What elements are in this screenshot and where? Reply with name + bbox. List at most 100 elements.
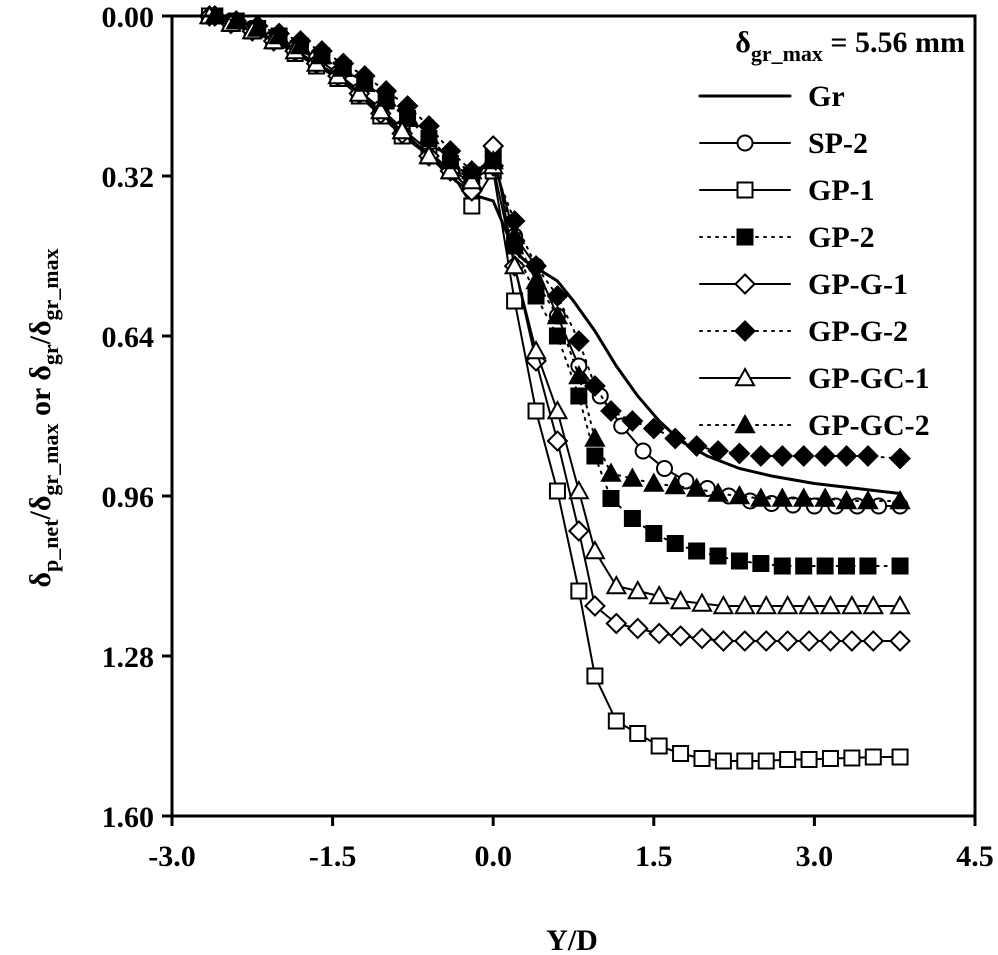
data-point-gp-g-2 — [685, 435, 708, 457]
data-point-gp-1 — [548, 482, 566, 500]
data-point-gp-gc-1 — [348, 82, 371, 102]
data-point-gp-g-2 — [771, 445, 794, 467]
data-point-gp-2 — [773, 557, 791, 575]
legend-item-gp-gc-1: GP-GC-1 — [699, 362, 930, 395]
legend-label-gp-g-2: GP-G-2 — [808, 315, 908, 348]
legend-marker-gp-g-2 — [734, 320, 756, 342]
data-point-gp-g-1 — [776, 630, 799, 652]
legend-label-gp-2: GP-2 — [808, 221, 875, 254]
data-point-gp-g-1 — [862, 630, 885, 652]
data-point-sp-2 — [656, 460, 674, 477]
data-point-gp-g-1 — [798, 630, 820, 652]
series-gp-gc-2 — [204, 4, 911, 510]
data-point-gp-gc-1 — [776, 594, 799, 615]
legend-title: δgr_max = 5.56 mm — [735, 26, 965, 66]
data-point-gp-1 — [672, 745, 690, 762]
legend-marker-gp-2 — [736, 228, 754, 246]
axes: -3.0 -1.5 0.0 1.5 3.0 4.5 0.00 0.32 0.64 0.96 1.28… — [102, 1, 994, 873]
legend-marker-gp-g-1 — [734, 273, 756, 295]
data-point-gp-gc-2 — [889, 489, 911, 510]
data-point-gp-gc-1 — [503, 254, 526, 275]
data-point-gp-gc-2 — [525, 269, 547, 290]
data-point-gp-g-2 — [567, 330, 590, 352]
x-tick-label: 1.5 — [635, 840, 673, 873]
data-point-gp-gc-2 — [814, 487, 836, 507]
data-point-gp-g-1 — [648, 622, 671, 645]
data-point-gp-2 — [730, 552, 748, 570]
data-point-gp-g-1 — [819, 630, 842, 652]
data-point-gp-gc-1 — [712, 594, 735, 615]
data-point-gp-gc-2 — [396, 104, 419, 125]
data-point-gp-2 — [795, 557, 813, 575]
data-point-gp-1 — [570, 582, 588, 600]
data-point-gp-gc-2 — [311, 44, 333, 65]
data-point-gp-gc-2 — [546, 304, 569, 325]
legend-marker-gp-gc-2 — [734, 413, 756, 434]
data-point-gp-1 — [506, 292, 524, 310]
data-point-gp-g-2 — [889, 447, 911, 470]
legend-label-gp-1: GP-1 — [808, 174, 875, 207]
legend-item-gp-1: GP-1 — [699, 174, 875, 207]
y-tick-label: 1.60 — [102, 801, 155, 834]
data-point-gp-gc-1 — [418, 144, 440, 165]
series-line-gp-g-2 — [213, 15, 902, 460]
legend: δgr_max = 5.56 mm Gr SP-2 GP-1 GP-2 GP-G-1 GP-… — [698, 26, 965, 442]
data-point-gp-2 — [709, 547, 727, 565]
data-point-gp-g-1 — [712, 630, 735, 652]
data-point-gp-1 — [586, 667, 604, 685]
legend-marker-gp-gc-1 — [734, 366, 756, 387]
data-point-gp-gc-2 — [835, 489, 858, 510]
data-point-gp-2 — [859, 557, 877, 575]
data-point-gp-g-2 — [621, 410, 644, 432]
data-point-gp-2 — [816, 557, 834, 575]
legend-label-gp-g-1: GP-G-1 — [808, 268, 908, 301]
legend-item-gp-g-2: GP-G-2 — [699, 315, 908, 348]
data-point-gp-g-1 — [840, 630, 863, 652]
legend-item-gp-2: GP-2 — [699, 221, 875, 254]
data-point-gp-gc-1 — [546, 399, 569, 420]
legend-marker-gp-1 — [736, 181, 754, 199]
data-point-gp-gc-2 — [418, 124, 440, 145]
data-point-gp-gc-2 — [707, 482, 729, 502]
data-point-gp-2 — [666, 535, 684, 552]
data-point-gp-1 — [527, 402, 545, 420]
data-point-gp-1 — [821, 750, 839, 767]
plot-area — [198, 4, 911, 770]
data-point-gp-g-1 — [669, 625, 692, 647]
y-tick-label: 0.32 — [102, 161, 155, 194]
data-point-gp-g-1 — [567, 520, 590, 542]
x-tick-label: 3.0 — [796, 840, 834, 873]
data-point-gp-gc-2 — [354, 72, 376, 92]
y-tick-label: 0.64 — [102, 321, 155, 354]
data-point-gp-g-2 — [664, 427, 687, 450]
data-point-gp-gc-1 — [627, 579, 649, 600]
data-point-gp-g-2 — [857, 445, 879, 467]
y-tick-label: 1.28 — [102, 641, 155, 674]
data-point-gp-gc-1 — [889, 594, 911, 615]
plot-frame — [170, 14, 977, 818]
data-point-gp-1 — [714, 752, 732, 770]
data-point-gp-g-2 — [835, 445, 858, 467]
data-point-gp-gc-1 — [734, 594, 756, 615]
y-tick-label: 0.00 — [102, 1, 155, 34]
data-point-gp-gc-1 — [461, 169, 483, 190]
data-point-gp-gc-2 — [268, 24, 290, 45]
data-point-gp-g-2 — [642, 417, 665, 440]
data-point-gp-2 — [688, 542, 706, 560]
data-point-gp-gc-1 — [525, 339, 547, 360]
data-point-gp-gc-1 — [691, 592, 713, 612]
series-line-gp-gc-2 — [213, 15, 902, 502]
data-point-gp-g-2 — [728, 442, 751, 465]
legend-marker-sp-2 — [736, 134, 754, 152]
series-gr — [208, 14, 902, 495]
data-point-gp-2 — [645, 525, 663, 542]
data-point-gp-gc-2 — [246, 17, 269, 37]
series-line-gp-1 — [208, 15, 902, 762]
data-point-gp-gc-2 — [792, 487, 815, 507]
data-point-gp-g-2 — [792, 445, 815, 467]
data-point-gp-g-1 — [691, 627, 713, 650]
data-point-gp-g-1 — [583, 595, 606, 617]
data-point-gp-gc-1 — [584, 539, 606, 560]
data-point-gp-gc-1 — [798, 594, 820, 615]
legend-item-gp-gc-2: GP-GC-2 — [699, 409, 930, 442]
